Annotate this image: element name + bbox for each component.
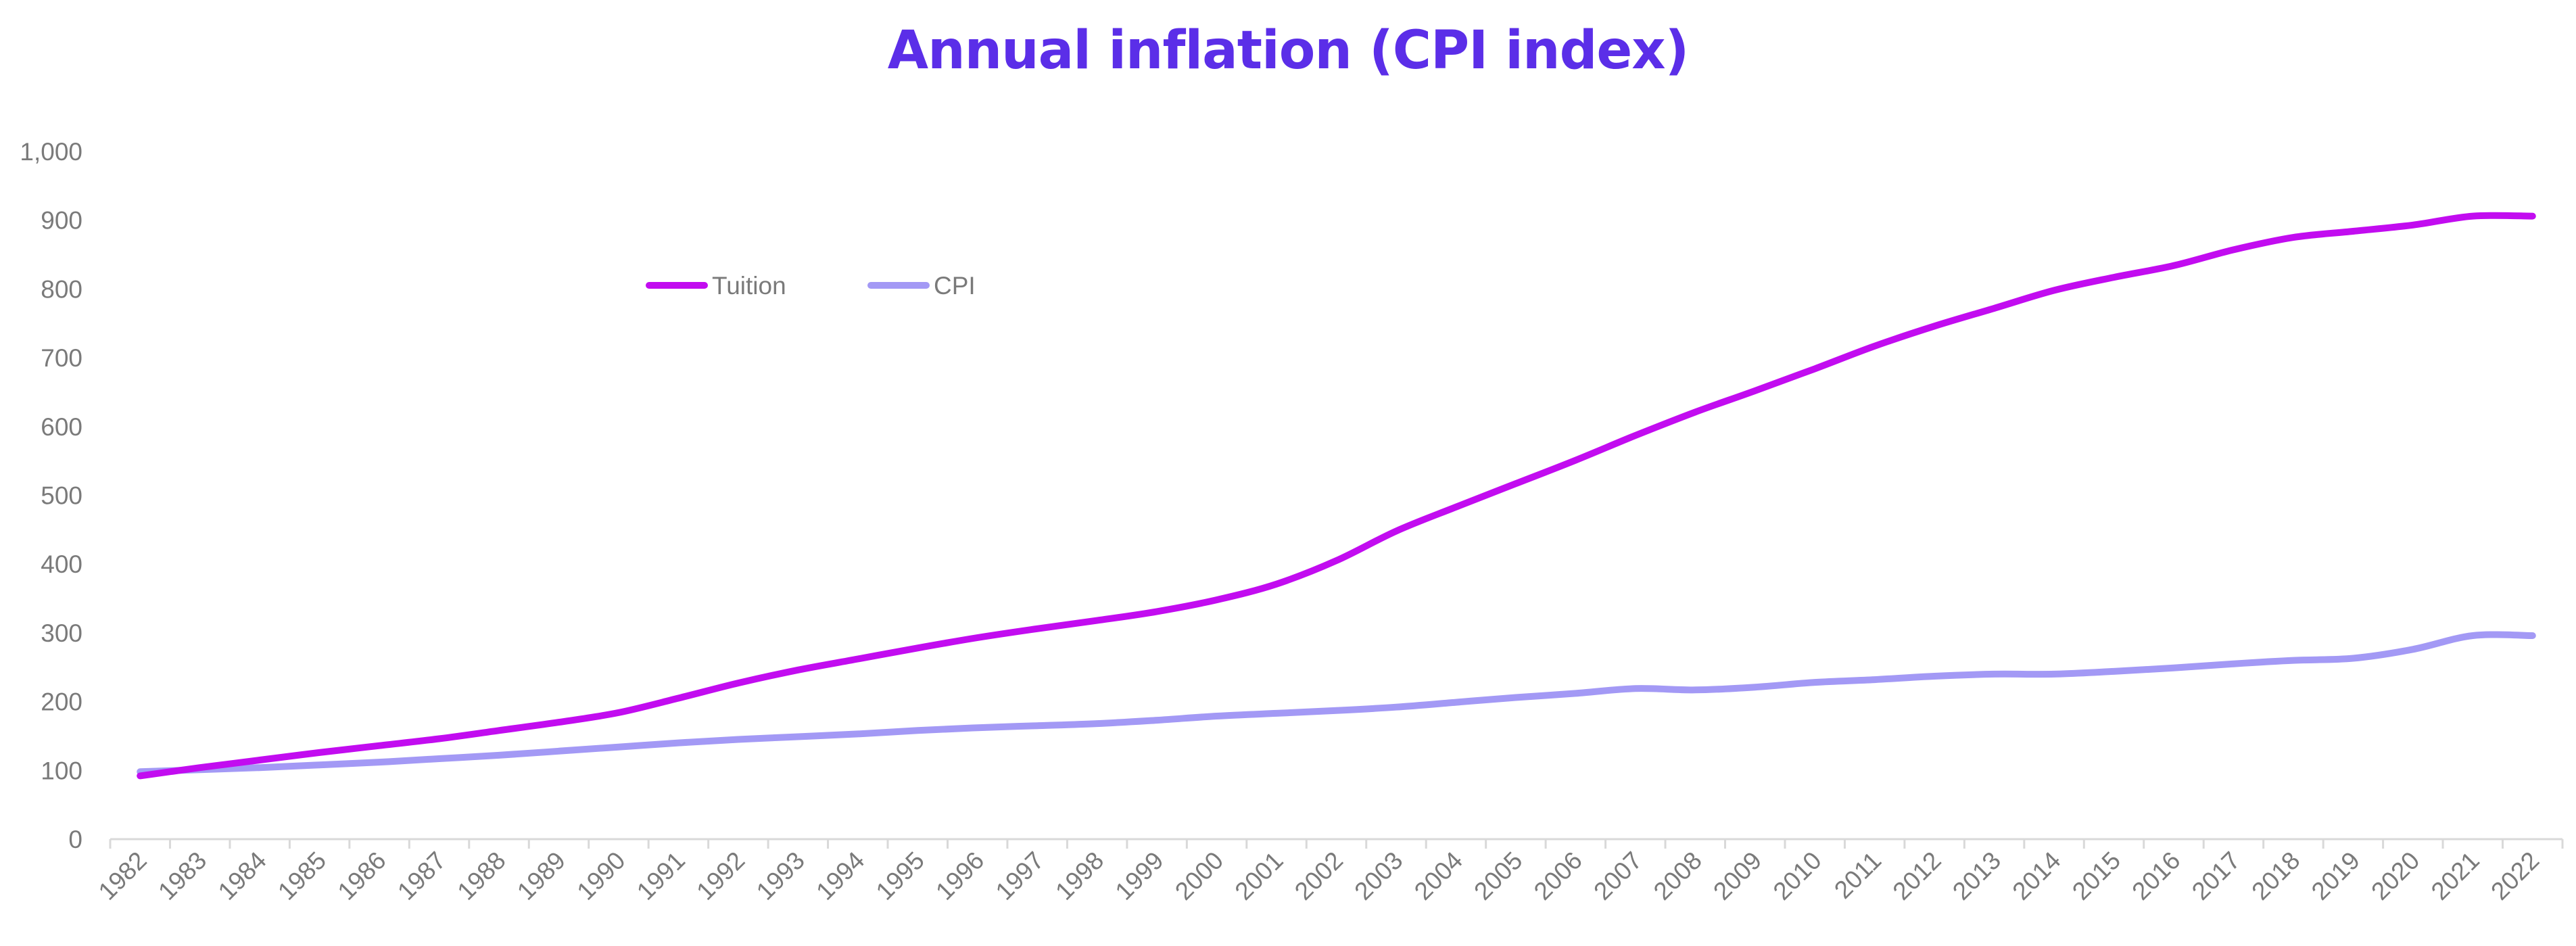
x-tick-label: 1984 (213, 847, 272, 905)
x-tick-label: 2002 (1289, 847, 1348, 905)
x-tick-label: 2000 (1170, 847, 1229, 905)
x-tick-label: 1990 (571, 847, 630, 905)
x-tick-label: 2018 (2246, 847, 2305, 905)
x-tick-label: 1991 (631, 847, 690, 905)
x-tick-label: 1995 (871, 847, 930, 905)
x-tick-label: 1988 (452, 847, 510, 905)
x-tick-label: 2020 (2366, 847, 2425, 905)
x-tick-label: 2019 (2306, 847, 2365, 905)
series-lines (137, 212, 2536, 780)
x-tick-label: 1982 (93, 847, 152, 905)
legend-label-cpi: CPI (934, 272, 976, 300)
x-tick-label: 2005 (1469, 847, 1527, 905)
y-tick-label: 500 (41, 482, 82, 510)
x-tick-label: 2014 (2007, 847, 2066, 905)
x-tick-label: 2004 (1409, 847, 1468, 905)
series-line-tuition (137, 212, 2536, 780)
legend: Tuition CPI (646, 272, 976, 300)
x-tick-label: 2010 (1768, 847, 1827, 905)
x-tick-label: 1985 (272, 847, 331, 905)
y-tick-label: 100 (41, 757, 82, 784)
x-tick-label: 1986 (333, 847, 391, 905)
y-tick-label: 600 (41, 413, 82, 441)
x-tick-label: 2003 (1349, 847, 1408, 905)
x-tick-label: 1996 (930, 847, 989, 905)
x-tick-label: 1989 (512, 847, 571, 905)
x-tick-label: 2015 (2067, 847, 2126, 905)
y-tick-label: 800 (41, 275, 82, 303)
y-tick-label: 200 (41, 688, 82, 716)
series-line-cpi (137, 631, 2536, 776)
x-tick-label: 1997 (991, 847, 1049, 905)
chart-title: Annual inflation (CPI index) (887, 20, 1690, 81)
x-tick-label: 2017 (2187, 847, 2245, 905)
x-tick-label: 2022 (2485, 847, 2544, 905)
x-tick-label: 1987 (392, 847, 451, 905)
x-tick-label: 2012 (1888, 847, 1947, 905)
x-tick-label: 1999 (1110, 847, 1169, 905)
x-axis-tickmarks (109, 839, 2564, 849)
x-tick-label: 2013 (1947, 847, 2006, 905)
x-tick-label: 2021 (2426, 847, 2485, 905)
x-tick-label: 1993 (751, 847, 810, 905)
x-tick-label: 2007 (1588, 847, 1647, 905)
x-tick-label: 2011 (1829, 847, 1886, 904)
x-tick-label: 1983 (153, 847, 212, 905)
legend-label-tuition: Tuition (712, 272, 786, 300)
y-tick-label: 300 (41, 619, 82, 647)
y-tick-label: 700 (41, 344, 82, 372)
y-axis-ticks: 0 100 200 300 400 500 600 700 800 900 1,000 (20, 138, 82, 853)
x-tick-label: 2009 (1708, 847, 1767, 905)
y-tick-label: 0 (68, 826, 82, 853)
y-tick-label: 900 (41, 207, 82, 235)
x-tick-label: 2016 (2126, 847, 2185, 905)
x-axis-tick-labels: 1982 1983 1984 1985 1986 1987 1988 1989 1990 1991… (93, 847, 2545, 905)
y-tick-label: 1,000 (20, 138, 82, 166)
x-tick-label: 2001 (1229, 847, 1288, 905)
x-tick-label: 2008 (1648, 847, 1707, 905)
x-tick-label: 2006 (1529, 847, 1588, 905)
x-tick-label: 1998 (1050, 847, 1109, 905)
y-tick-label: 400 (41, 550, 82, 578)
x-tick-label: 1994 (811, 847, 869, 905)
x-tick-label: 1992 (691, 847, 750, 905)
